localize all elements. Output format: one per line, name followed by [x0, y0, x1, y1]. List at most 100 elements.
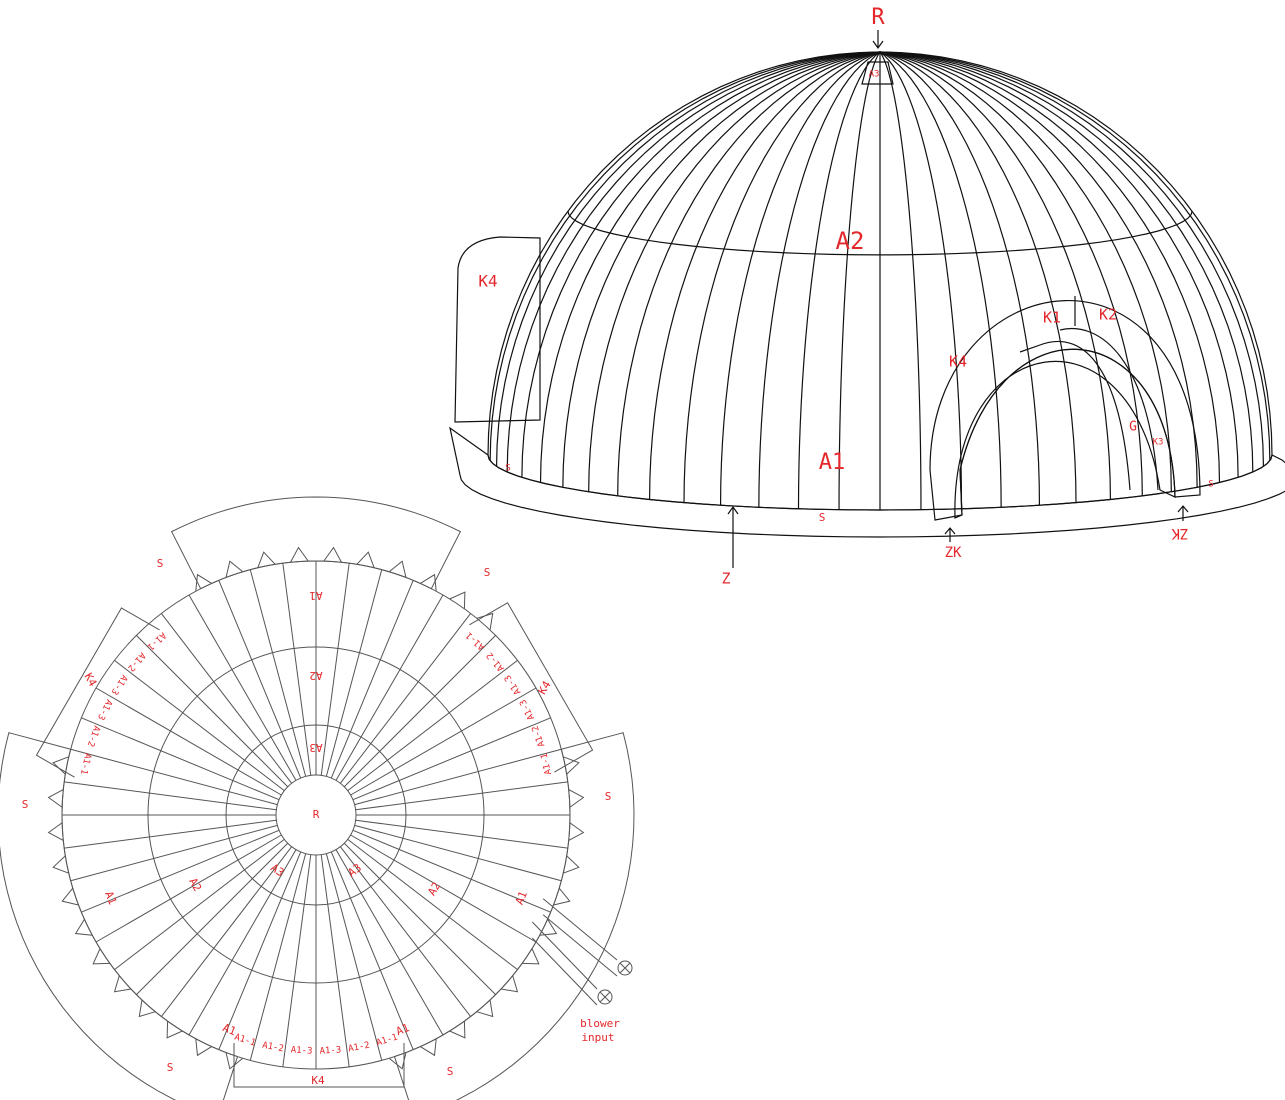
label: K1 — [1043, 309, 1061, 327]
side-tunnel — [455, 237, 540, 422]
tab — [389, 561, 406, 577]
segment-label: A1-2 — [348, 1041, 371, 1055]
spoke — [348, 839, 518, 969]
panel-seam — [497, 52, 880, 466]
ring-label: A3 — [346, 861, 364, 879]
panel-seam — [880, 52, 1197, 487]
skirt-label: S — [484, 566, 491, 579]
tab — [501, 976, 517, 992]
ring-label: A3 — [309, 741, 322, 754]
segment-label: A1-2 — [261, 1041, 284, 1055]
panel-seam — [589, 52, 880, 492]
label: Z — [721, 570, 730, 588]
label: G — [1129, 420, 1137, 435]
ring-label: A2 — [186, 876, 204, 894]
panel-seam — [880, 52, 1219, 483]
spoke — [340, 613, 470, 783]
label: S — [505, 464, 510, 474]
panel-seam — [563, 52, 880, 487]
spoke — [331, 580, 413, 778]
segment-label: A1-2 — [531, 724, 548, 748]
tab — [420, 1039, 436, 1056]
label: K3 — [1153, 438, 1164, 448]
tunnel-label: K4 — [536, 678, 554, 696]
tunnel-outline — [36, 608, 159, 777]
blower-tube — [543, 899, 617, 976]
ring-label: A1 — [513, 889, 530, 906]
spoke — [96, 835, 281, 942]
blower-label: input — [581, 1031, 614, 1044]
segment-label: A1-3 — [518, 698, 537, 722]
panel-seam — [880, 52, 1263, 466]
tab — [196, 1039, 212, 1056]
panel-seam — [880, 52, 1076, 503]
spoke — [81, 718, 279, 800]
panel-seam — [880, 52, 1142, 496]
label: S — [819, 511, 826, 524]
spoke — [351, 688, 536, 795]
blower-cross — [600, 992, 610, 1002]
spoke — [219, 580, 301, 778]
label: K4 — [478, 272, 497, 291]
ring-label: A1 — [102, 889, 119, 906]
ring-label: A2 — [425, 880, 443, 898]
segment-label: A1-3 — [109, 673, 129, 697]
skirt-label: S — [157, 557, 164, 570]
spoke — [344, 843, 495, 994]
tab — [569, 823, 584, 841]
label: ZK — [945, 545, 962, 561]
spoke — [96, 688, 281, 795]
spoke — [219, 852, 301, 1050]
tab — [115, 976, 131, 992]
spoke — [351, 835, 536, 942]
segment-label: A1-1 — [145, 630, 168, 652]
label: R — [313, 808, 320, 821]
segment-label: A1-1 — [540, 752, 554, 775]
tab — [139, 1000, 155, 1016]
panel-seam — [880, 52, 1171, 492]
tab — [324, 548, 342, 563]
spoke — [161, 613, 291, 783]
tab — [49, 790, 64, 808]
panel-seam — [618, 52, 880, 496]
panel-seam — [880, 52, 1253, 472]
segment-label: A1-3 — [95, 698, 114, 722]
skirt — [0, 733, 238, 1100]
label: K4 — [949, 353, 967, 371]
spoke — [114, 660, 284, 790]
blower-tube — [532, 922, 597, 1005]
label: K2 — [1099, 306, 1117, 324]
spoke — [336, 595, 443, 780]
segment-label: A1-3 — [319, 1045, 341, 1056]
skirt-label: S — [22, 798, 29, 811]
segment-label: A1-1 — [78, 752, 92, 775]
skirt-label: S — [167, 1061, 174, 1074]
segment-label: A1-3 — [290, 1045, 312, 1056]
tab — [477, 614, 493, 630]
segment-label: A1-2 — [85, 724, 102, 748]
segment-label: A1-1 — [233, 1033, 257, 1049]
drawing: RA3A2K4K1K2K4A1SSGK3SZZKZKRA1A2A3A3A3A2A… — [0, 0, 1285, 1100]
spoke — [348, 660, 518, 790]
spoke — [136, 843, 287, 994]
tab — [76, 919, 93, 935]
spoke — [136, 635, 287, 786]
segment-label: A1-1 — [375, 1033, 399, 1049]
segment-label: A1-3 — [503, 673, 523, 697]
ring-label: A3 — [268, 861, 286, 879]
label: S — [1208, 480, 1213, 490]
skirt-label: S — [605, 790, 612, 803]
arrow — [728, 507, 738, 568]
panel-seam — [839, 52, 880, 510]
segment-label: A1-2 — [485, 650, 507, 673]
tab — [477, 1000, 493, 1016]
label: A1 — [819, 450, 846, 475]
tab — [569, 790, 584, 808]
segment-label: A1-2 — [125, 650, 147, 673]
blower-cross — [620, 963, 630, 973]
spoke — [114, 839, 284, 969]
panel-seam — [880, 52, 921, 510]
tab — [49, 823, 64, 841]
label: ZK — [1171, 525, 1188, 541]
panel-seam — [541, 52, 880, 483]
